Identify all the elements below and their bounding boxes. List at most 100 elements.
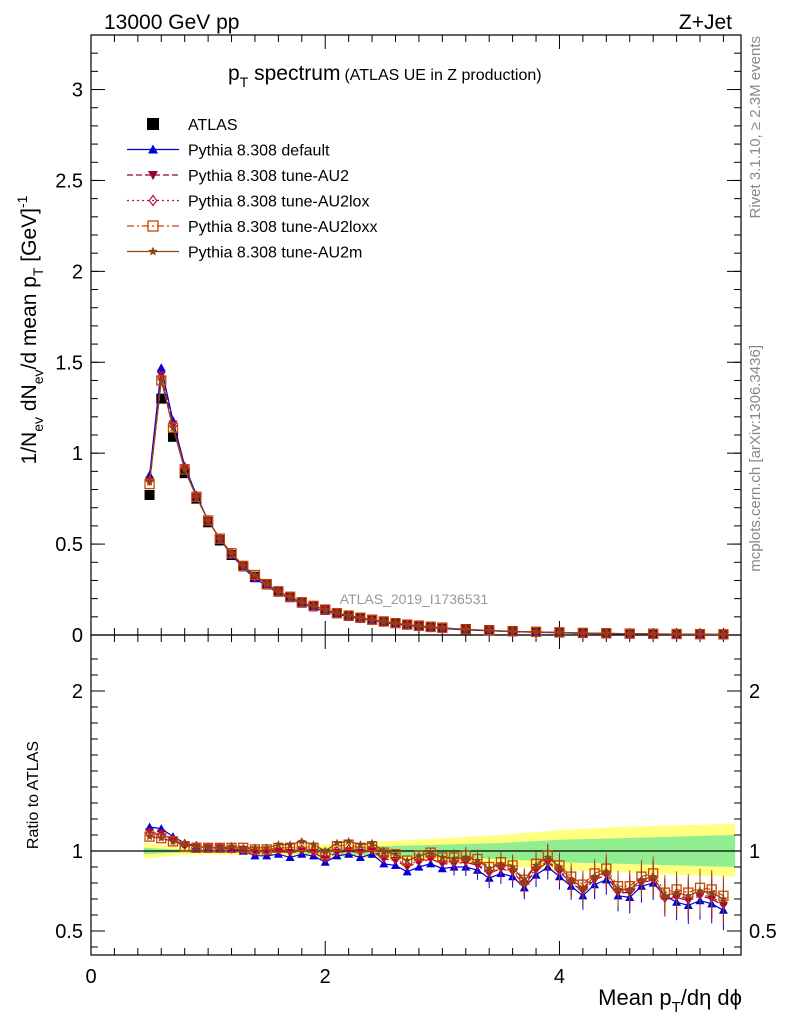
svg-text:Mean pT/dη dϕ: Mean pT/dη dϕ (598, 985, 742, 1016)
svg-text:pT spectrum(ATLAS UE in Z prod: pT spectrum (ATLAS UE in Z production) (228, 62, 542, 90)
ratio-point (344, 843, 353, 855)
ratio-ytick-label: 1 (72, 841, 83, 863)
ratio-point (413, 850, 425, 861)
ratio-point (320, 855, 330, 864)
ratio-point (309, 849, 319, 858)
legend-marker (147, 220, 159, 232)
ratio-point (309, 840, 318, 849)
main-point (508, 626, 517, 635)
main-point (308, 600, 319, 612)
legend-entry-2: Pythia 8.308 tune-AU2 (127, 168, 349, 185)
main-point (285, 592, 295, 601)
rivet-label: Rivet 3.1.10, ≥ 2.3M events (747, 36, 764, 219)
main-point (214, 533, 225, 544)
ratio-point (203, 843, 213, 852)
main-point (391, 618, 400, 627)
title-main: p (228, 62, 240, 85)
ratio-point (250, 843, 260, 852)
main-ytick-label: 2.5 (55, 170, 83, 192)
ratio-point (684, 891, 693, 900)
main-point (167, 431, 178, 442)
ratio-point (531, 860, 541, 869)
ratio-point (321, 846, 330, 855)
title-paren: (ATLAS UE in Z production) (344, 67, 541, 84)
main-ytick-label: 0.5 (55, 534, 83, 556)
main-point (426, 622, 435, 631)
xtick-label: 4 (554, 966, 565, 988)
ratio-point (449, 854, 459, 863)
main-point (356, 613, 365, 622)
main-point (625, 629, 634, 638)
main-point (332, 608, 342, 617)
ratio-point (414, 851, 424, 860)
main-point (238, 560, 249, 572)
main-point (414, 621, 424, 630)
legend-entry-3: Pythia 8.308 tune-AU2lox (127, 194, 369, 211)
main-point (402, 620, 412, 629)
ratio-point (167, 836, 179, 847)
ratio-point (637, 875, 646, 884)
ratio-ytick-label: 0.5 (55, 921, 83, 943)
ratio-point (391, 849, 400, 858)
ratio-point (332, 838, 342, 847)
ratio-point (613, 884, 623, 893)
ratio-point (566, 875, 576, 884)
ratio-point (297, 843, 306, 855)
ratio-point (707, 888, 716, 897)
header-right: Z+Jet (679, 11, 732, 34)
ratio-series-group (144, 822, 729, 931)
legend-marker (148, 194, 158, 207)
main-ytick-label: 2 (72, 261, 83, 283)
main-point (180, 465, 189, 474)
main-point (379, 617, 389, 626)
ratio-point (273, 847, 283, 856)
ratio-point (192, 841, 201, 850)
main-y-axis-label: 1/Nev dNev/d mean pT [GeV]-1 (14, 195, 46, 464)
ratio-point (555, 862, 564, 871)
ratio-point (437, 852, 448, 863)
ratio-point (156, 833, 167, 844)
ratio-point (402, 855, 413, 866)
ratio-point (332, 845, 342, 857)
ratio-point (344, 836, 353, 845)
main-point (531, 627, 541, 636)
main-point (461, 624, 471, 633)
main-point (602, 628, 611, 637)
ratio-ytick-label-right: 1 (749, 841, 760, 863)
legend-entry-4: Pythia 8.308 tune-AU2loxx (127, 219, 377, 236)
ratio-point (168, 836, 178, 845)
main-point (167, 422, 179, 433)
legend-label: Pythia 8.308 default (188, 143, 330, 160)
ratio-point (356, 845, 365, 857)
main-point (309, 601, 318, 610)
legend-label: Pythia 8.308 tune-AU2loxx (188, 219, 377, 236)
main-point (180, 462, 189, 474)
main-point (261, 578, 272, 590)
ratio-point (648, 872, 658, 881)
ratio-point (578, 883, 588, 892)
main-point (157, 376, 166, 385)
main-point (250, 570, 260, 579)
title-main-sub: T (240, 74, 249, 90)
main-point (156, 363, 166, 372)
svg-text:1/Nev dNev/d mean pT [GeV]-1: 1/Nev dNev/d mean pT [GeV]-1 (14, 195, 46, 464)
main-point (168, 423, 178, 432)
ratio-point (390, 849, 401, 860)
main-point (145, 477, 154, 486)
ratio-point (168, 834, 178, 846)
main-point (344, 611, 353, 620)
ratio-point (367, 838, 377, 847)
legend-entry-1: Pythia 8.308 default (127, 143, 330, 160)
main-point (321, 605, 330, 614)
main-point (192, 492, 201, 501)
main-point (578, 628, 588, 637)
main-point (273, 586, 284, 597)
title-main-rest: spectrum (248, 62, 340, 85)
ratio-series-4 (145, 832, 728, 919)
ratio-point (297, 847, 307, 856)
ratio-point (520, 876, 529, 885)
ratio-axis-ticks: 0.5 0.5 1 1 2 2 0 2 4 (55, 635, 777, 988)
ratio-point (426, 848, 435, 857)
legend-entry-5: Pythia 8.308 tune-AU2m (127, 245, 362, 262)
ratio-point (355, 849, 365, 858)
